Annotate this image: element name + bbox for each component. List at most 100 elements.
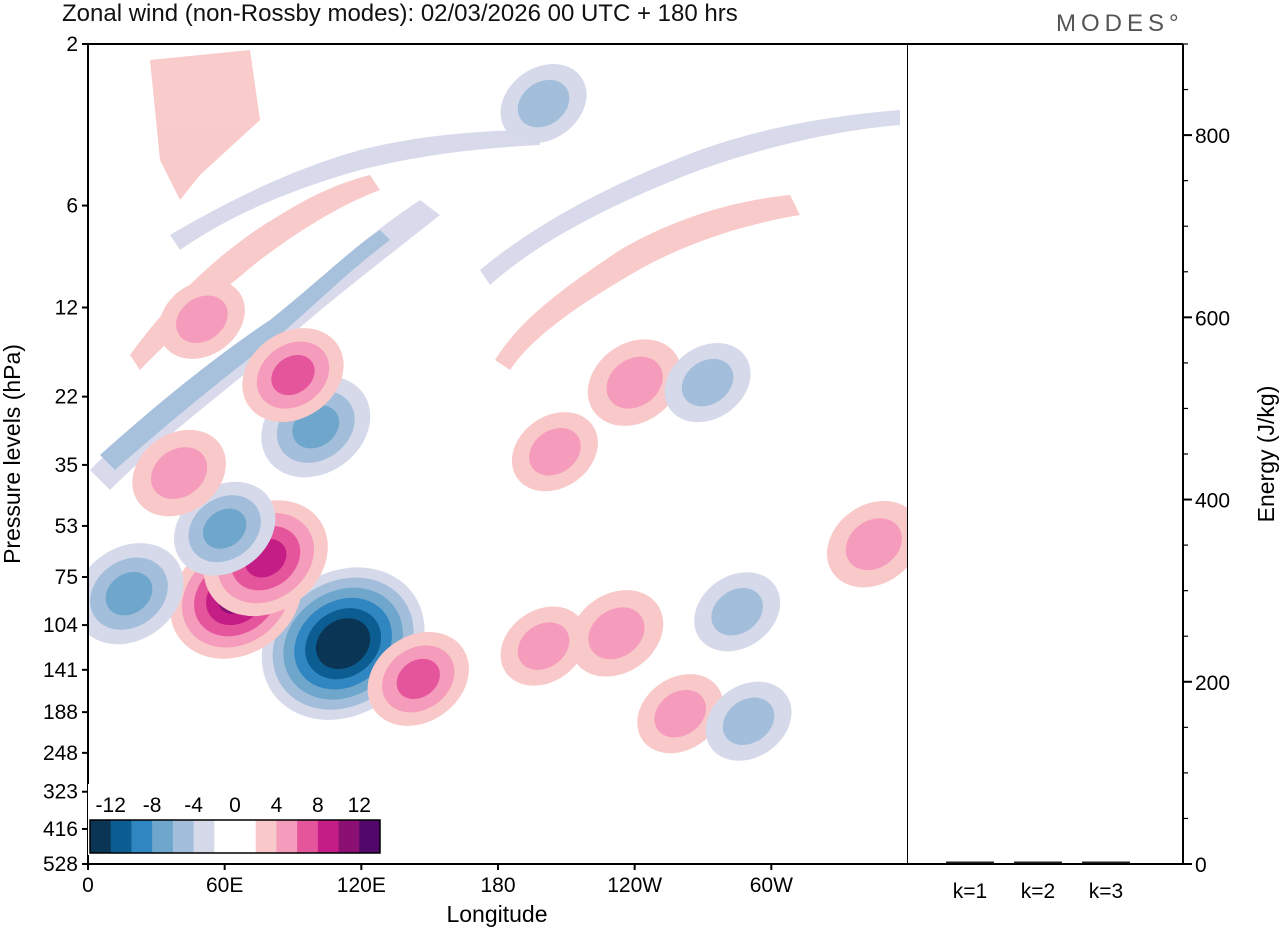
- y-tick-label: 248: [43, 742, 78, 765]
- y-tick-label: 416: [43, 818, 78, 841]
- wind-feature-20: [827, 500, 908, 588]
- colorbar: -12 -8 -4 0 4 8 12: [88, 784, 382, 855]
- contour-level: [151, 447, 208, 500]
- contour-level: [722, 697, 775, 745]
- y-tick-label: 6: [66, 195, 78, 218]
- contour-level: [711, 588, 763, 636]
- colorbar-swatch: [214, 820, 236, 853]
- y-tick-label: 104: [43, 614, 78, 637]
- contour-level: [654, 689, 707, 738]
- x-axis-label: Longitude: [446, 901, 547, 927]
- y-tick-label: 141: [43, 659, 78, 682]
- colorbar-swatch: [235, 820, 257, 853]
- energy-tick-label: 600: [1195, 307, 1230, 330]
- longitude-axis: 0 60E 120E 180 120W 60W: [82, 864, 793, 897]
- wind-feature-13: [500, 64, 587, 144]
- wind-feature-4: [88, 543, 184, 645]
- colorbar-label: -8: [143, 794, 162, 817]
- y-tick-label: 35: [55, 454, 78, 477]
- energy-bar-k=3: [1082, 861, 1130, 863]
- colorbar-swatch: [317, 820, 340, 853]
- wind-feature-19: [694, 572, 781, 652]
- colorbar-swatch: [110, 820, 132, 853]
- wind-feature-14: [367, 632, 469, 726]
- wind-feature-16: [569, 590, 664, 677]
- band-negative-upper: [170, 130, 540, 250]
- y-tick-label: 75: [55, 566, 78, 589]
- contour-level: [845, 518, 902, 571]
- colorbar-label: -12: [96, 794, 126, 817]
- colorbar-swatch: [152, 820, 174, 853]
- colorbar-label: 0: [229, 794, 241, 817]
- wind-feature-15: [500, 606, 587, 686]
- energy-category-label: k=1: [953, 880, 987, 903]
- contour-level: [606, 356, 663, 409]
- colorbar-swatch: [172, 820, 195, 853]
- chart-title: Zonal wind (non-Rossby modes): 02/03/202…: [62, 0, 738, 27]
- y-axis-label: Pressure levels (hPa): [0, 344, 25, 564]
- energy-tick-label: 400: [1195, 490, 1230, 513]
- contour-level: [176, 295, 228, 344]
- modes-brand-logo: MODES°: [1056, 10, 1184, 37]
- contour-level: [105, 571, 153, 616]
- wind-contours: [88, 50, 908, 761]
- energy-bar-k=1: [946, 861, 994, 863]
- energy-category-label: k=3: [1089, 880, 1123, 903]
- x-tick-label: 120W: [607, 874, 662, 897]
- contour-level: [517, 79, 570, 128]
- y-tick-label: 22: [55, 386, 78, 409]
- x-tick-label: 60E: [206, 874, 243, 897]
- energy-tick-label: 0: [1195, 854, 1207, 877]
- energy-bar-k=2: [1014, 861, 1062, 863]
- contour-level: [588, 607, 645, 660]
- colorbar-swatch: [359, 820, 381, 853]
- colorbar-label: 4: [271, 794, 283, 817]
- wind-feature-11: [511, 412, 598, 492]
- contour-level: [396, 658, 440, 699]
- contour-level: [203, 508, 247, 549]
- contour-level: [517, 622, 570, 670]
- y-tick-label: 2: [66, 33, 78, 56]
- colorbar-swatch: [338, 820, 360, 853]
- wind-feature-8: [132, 429, 226, 517]
- band-positive-top: [150, 50, 260, 200]
- energy-category-label: k=2: [1021, 880, 1055, 903]
- wind-feature-12: [664, 343, 751, 423]
- energy-background: [908, 44, 1183, 864]
- colorbar-frame: [89, 819, 381, 854]
- wind-feature-18: [705, 681, 792, 761]
- y-tick-label: 12: [55, 296, 78, 319]
- band-negative-midright: [480, 110, 900, 285]
- energy-axis-label: Energy (J/kg): [1253, 386, 1279, 523]
- colorbar-label: 8: [312, 794, 324, 817]
- wind-feature-7: [242, 328, 344, 422]
- band-positive-midright: [495, 195, 800, 370]
- band-positive-upper: [130, 175, 380, 370]
- band-negative-lower-core: [100, 230, 390, 470]
- colorbar-swatch: [131, 820, 153, 853]
- contour-level: [326, 628, 360, 659]
- colorbar-swatch: [255, 820, 277, 853]
- contour-level: [681, 358, 734, 407]
- wind-feature-10: [587, 339, 682, 426]
- wind-feature-9: [158, 279, 245, 359]
- colorbar-label: -4: [184, 794, 203, 817]
- x-tick-label: 60W: [750, 874, 793, 897]
- contour-level: [529, 427, 581, 476]
- energy-tick-label: 800: [1195, 125, 1230, 148]
- colorbar-swatch: [276, 820, 298, 853]
- colorbar-label: 12: [348, 794, 371, 817]
- colorbar-swatch: [193, 820, 215, 853]
- x-tick-label: 180: [480, 874, 515, 897]
- pressure-axis: 2 6 12 22 35 53 75 104 141 188 248 323 416 528: [43, 33, 88, 876]
- y-tick-label: 323: [43, 781, 78, 804]
- contour-level: [271, 355, 315, 396]
- x-tick-label: 0: [82, 874, 94, 897]
- wind-feature-17: [637, 674, 724, 754]
- y-tick-label: 53: [55, 515, 78, 538]
- energy-tick-label: 200: [1195, 672, 1230, 695]
- y-tick-label: 528: [43, 853, 78, 876]
- energy-panel: 0 200 400 600 800 Energy (J/kg) k=1 k=2 k=3: [908, 43, 1279, 903]
- colorbar-swatch: [90, 820, 112, 853]
